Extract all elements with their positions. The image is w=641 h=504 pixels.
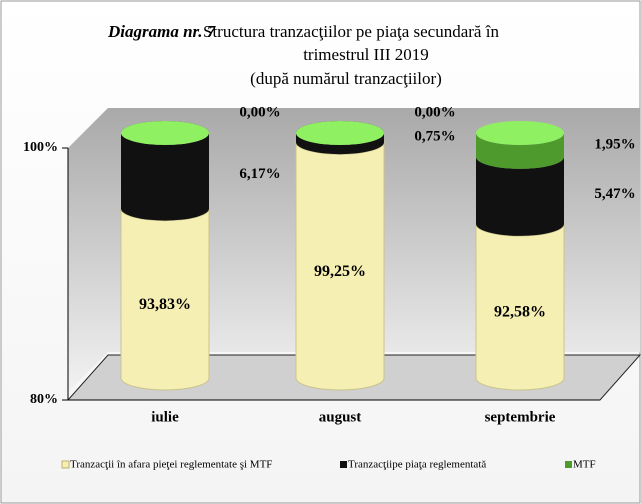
cylinder-cap — [476, 121, 564, 145]
y-tick-label: 80% — [30, 392, 58, 407]
y-tick-label: 100% — [23, 140, 58, 155]
cylinder-cap — [296, 121, 384, 145]
x-tick-label: iulie — [151, 409, 179, 425]
data-label: 1,95% — [594, 136, 635, 152]
data-label: 0,75% — [414, 128, 455, 144]
data-label: 5,47% — [594, 186, 635, 202]
data-label: 99,25% — [314, 263, 366, 280]
cylinder-segment — [476, 133, 564, 169]
x-tick-label: august — [319, 409, 362, 425]
data-label: 6,17% — [239, 166, 280, 182]
legend-swatch — [61, 460, 70, 469]
data-label: 92,58% — [494, 304, 546, 321]
legend-label: Tranzacţii în afara pieţei reglementate … — [70, 459, 272, 471]
legend-label: MTF — [573, 459, 596, 471]
cylinder-segment — [476, 156, 564, 236]
data-label: 0,00% — [239, 104, 280, 120]
x-tick-label: septembrie — [485, 409, 556, 425]
legend-label: Tranzacţiipe piaţa reglementată — [348, 459, 486, 471]
data-label: 93,83% — [139, 296, 191, 313]
data-label: 0,00% — [414, 104, 455, 120]
cylinder-cap — [121, 121, 209, 145]
chart-subtitle: trimestrul III 2019 — [303, 45, 429, 64]
cylinder-segment — [121, 133, 209, 221]
chart-title: Diagrama nr. 7 — [107, 22, 217, 41]
chart-subtitle: (după numărul tranzacţiilor) — [250, 69, 442, 88]
legend-swatch — [565, 461, 572, 468]
chart-subtitle: Structura tranzacţiilor pe piaţa secunda… — [203, 22, 499, 41]
cylinder-segment — [296, 133, 384, 155]
legend-swatch — [340, 461, 347, 468]
